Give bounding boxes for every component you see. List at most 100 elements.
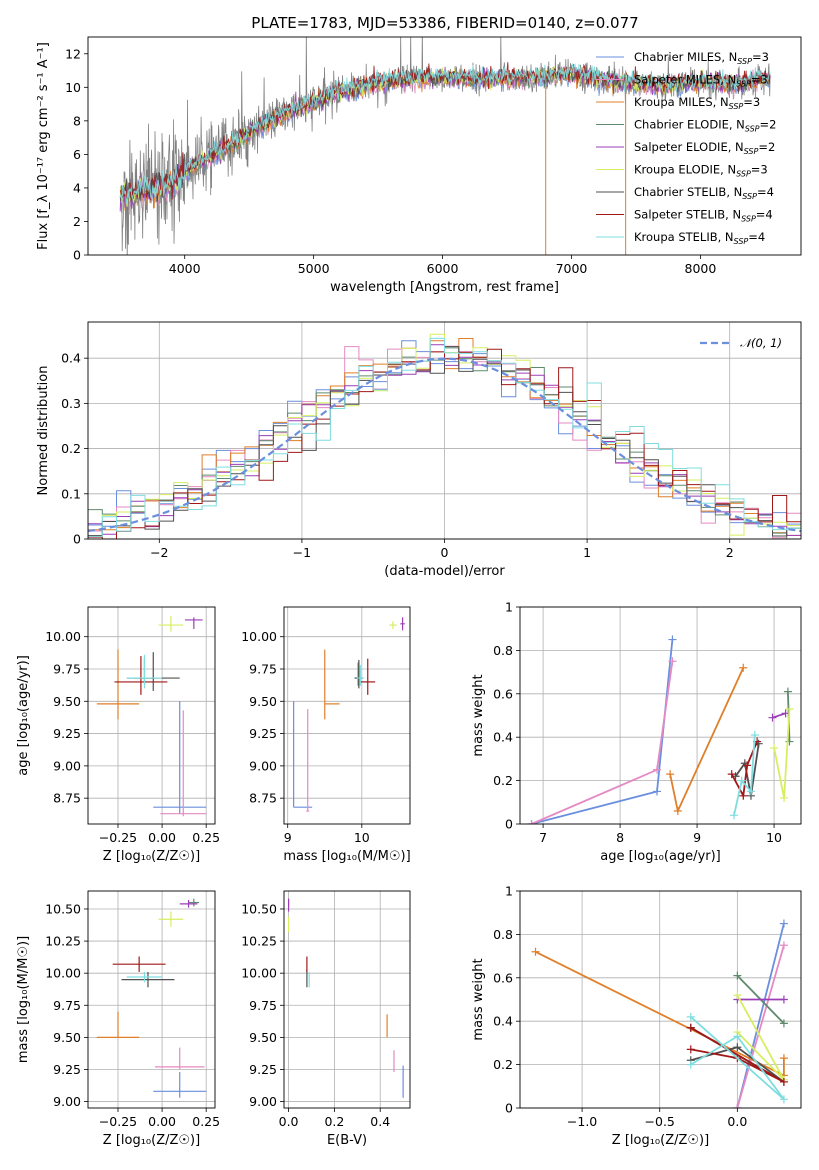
y-tick-label: 0 <box>505 817 513 832</box>
weight-marker <box>673 806 682 815</box>
model-spectrum-kroupa-stelib <box>119 63 771 204</box>
weight-line <box>772 712 786 719</box>
y-tick-label: 0 <box>73 248 81 263</box>
age-vs-Z-axes: −0.25 0.00 0.25 8.75 9.00 9.25 9.50 9.75 10.00 Z … <box>16 606 220 864</box>
x-tick-label: 8 <box>616 830 624 845</box>
errorbar-point-salpeter-stelib <box>360 658 376 695</box>
weight-marker <box>785 704 794 713</box>
spectrum-frame <box>87 36 802 256</box>
weight-line <box>734 743 760 796</box>
weight-marker <box>733 1104 742 1108</box>
errorbar-point-salpeter-stelib <box>114 656 168 695</box>
y-tick-label: 9.75 <box>249 662 277 677</box>
mass-vs-ebv-xlabel: E(B-V) <box>327 1133 367 1148</box>
y-tick-label: 0.2 <box>493 773 513 788</box>
residual-hist-xlabel: (data-model)/error <box>384 564 505 579</box>
age-vs-mass-axes: 9 10 8.75 9.00 9.25 9.50 9.75 10.00 mass [log₁₀(… <box>241 606 411 864</box>
y-tick-label: 9.50 <box>249 694 277 709</box>
age-vs-mass-frame <box>283 606 411 825</box>
legend-entry-kroupa-elodie: Kroupa ELODIE, NSSP=3 <box>634 163 768 179</box>
spectrum-xlabel: wavelength [Angstrom, rest frame] <box>330 280 559 295</box>
legend-entry-kroupa-stelib: Kroupa STELIB, NSSP=4 <box>634 230 765 246</box>
mass-vs-ebv-frame <box>283 890 411 1109</box>
y-tick-label: 0.8 <box>493 643 513 658</box>
y-tick-label: 9.00 <box>249 1094 277 1109</box>
residual-hist-axes: −2 −1 0 1 2 0 0.1 0.2 0.3 0.4 (data-model)/error No… <box>36 321 802 579</box>
x-tick-label: 9 <box>693 830 701 845</box>
mass-vs-Z-ylabel: mass [log₁₀(M/M☉)] <box>16 936 31 1063</box>
weight-marker <box>730 811 739 820</box>
weight-vs-Z-frame <box>519 890 802 1109</box>
errorbar-point-salpeter-miles <box>306 709 310 812</box>
errorbar-point-salpeter-elodie <box>185 617 203 629</box>
y-tick-label: 9.00 <box>249 758 277 773</box>
y-tick-label: 4 <box>73 180 81 195</box>
y-tick-label: 10.00 <box>45 629 81 644</box>
errorbar-point-salpeter-miles <box>160 710 207 817</box>
weight-marker <box>779 995 788 1004</box>
weight-marker <box>686 1023 695 1032</box>
mass-vs-ebv-plot-area <box>287 898 404 1098</box>
weight-marker <box>779 1019 788 1028</box>
y-tick-label: 0.2 <box>493 1057 513 1072</box>
weight-marker <box>666 770 675 779</box>
weight-marker <box>668 635 677 644</box>
age-vs-mass-plot-area <box>293 617 405 812</box>
errorbar-point-chabrier-miles <box>153 701 207 814</box>
weight-marker <box>668 657 677 666</box>
x-tick-label: 0.4 <box>370 1114 390 1129</box>
weight-series-kroupa-elodie <box>770 704 794 802</box>
weight-marker <box>780 793 789 802</box>
weight-line <box>736 945 785 1108</box>
weight-series-kroupa-miles <box>666 663 748 815</box>
weight-marker <box>779 919 788 928</box>
weight-marker <box>781 709 790 718</box>
age-vs-mass-xlabel: mass [log₁₀(M/M☉)] <box>283 849 410 864</box>
weight-marker <box>733 991 742 1000</box>
y-tick-label: 9.50 <box>53 1030 81 1045</box>
y-tick-label: 9.50 <box>249 1030 277 1045</box>
weight-marker <box>768 713 777 722</box>
weight-marker <box>727 770 736 779</box>
weight-marker <box>779 941 788 950</box>
weight-line <box>733 734 756 816</box>
y-tick-label: 0.2 <box>61 441 81 456</box>
residual-hist-frame <box>87 321 802 540</box>
x-tick-label: −0.5 <box>645 1114 675 1129</box>
spectrum-ylabel: Flux [f_λ 10⁻¹⁷ erg cm⁻² s⁻¹ A⁻¹] <box>36 42 51 250</box>
y-tick-label: 9.00 <box>53 1094 81 1109</box>
errorbar-point-kroupa-stelib <box>126 654 163 689</box>
errorbar-point-kroupa-miles <box>96 649 140 720</box>
spectrum-legend: Chabrier MILES, NSSP=3 Salpeter MILES, NS… <box>596 50 776 246</box>
errorbar-point-salpeter-stelib <box>112 956 166 972</box>
y-tick-label: 8.75 <box>249 791 277 806</box>
x-tick-label: 10 <box>354 830 370 845</box>
weight-marker <box>686 1060 695 1069</box>
errorbar-point-chabrier-stelib <box>126 652 180 691</box>
x-tick-label: 0.0 <box>279 1114 299 1129</box>
y-tick-label: 0.1 <box>61 486 81 501</box>
weight-series-chabrier-miles <box>733 919 788 1108</box>
y-tick-label: 0.6 <box>493 686 513 701</box>
x-tick-label: 9 <box>284 830 292 845</box>
weight-line <box>736 923 785 1108</box>
x-tick-label: 0 <box>441 545 449 560</box>
weight-vs-age-ylabel: mass weight <box>471 674 486 756</box>
weight-vs-age-frame <box>519 606 802 825</box>
legend-entry-salpeter-stelib: Salpeter STELIB, NSSP=4 <box>634 208 773 224</box>
y-tick-label: 0 <box>505 1101 513 1116</box>
weight-vs-Z-xlabel: Z [log₁₀(Z/Z☉)] <box>612 1133 709 1148</box>
residual-hist-ylabel: Normed distribution <box>36 366 51 496</box>
mass-vs-Z-xlabel: Z [log₁₀(Z/Z☉)] <box>103 1133 200 1148</box>
histogram-kroupa-stelib <box>88 337 801 539</box>
weight-vs-age-axes: 7 8 9 10 0 0.2 0.4 0.6 0.8 1 age [log₁₀(age/yr)] ma… <box>471 600 802 864</box>
y-tick-label: 9.00 <box>53 758 81 773</box>
y-tick-label: 9.25 <box>249 726 277 741</box>
legend-entry-gaussian: 𝒩(0, 1) <box>740 336 782 350</box>
errorbar-point-salpeter-miles <box>155 1047 205 1070</box>
y-tick-label: 6 <box>73 147 81 162</box>
y-tick-label: 9.50 <box>53 694 81 709</box>
y-tick-label: 10.00 <box>241 629 277 644</box>
weight-line <box>531 639 674 824</box>
weight-marker <box>779 1095 788 1104</box>
